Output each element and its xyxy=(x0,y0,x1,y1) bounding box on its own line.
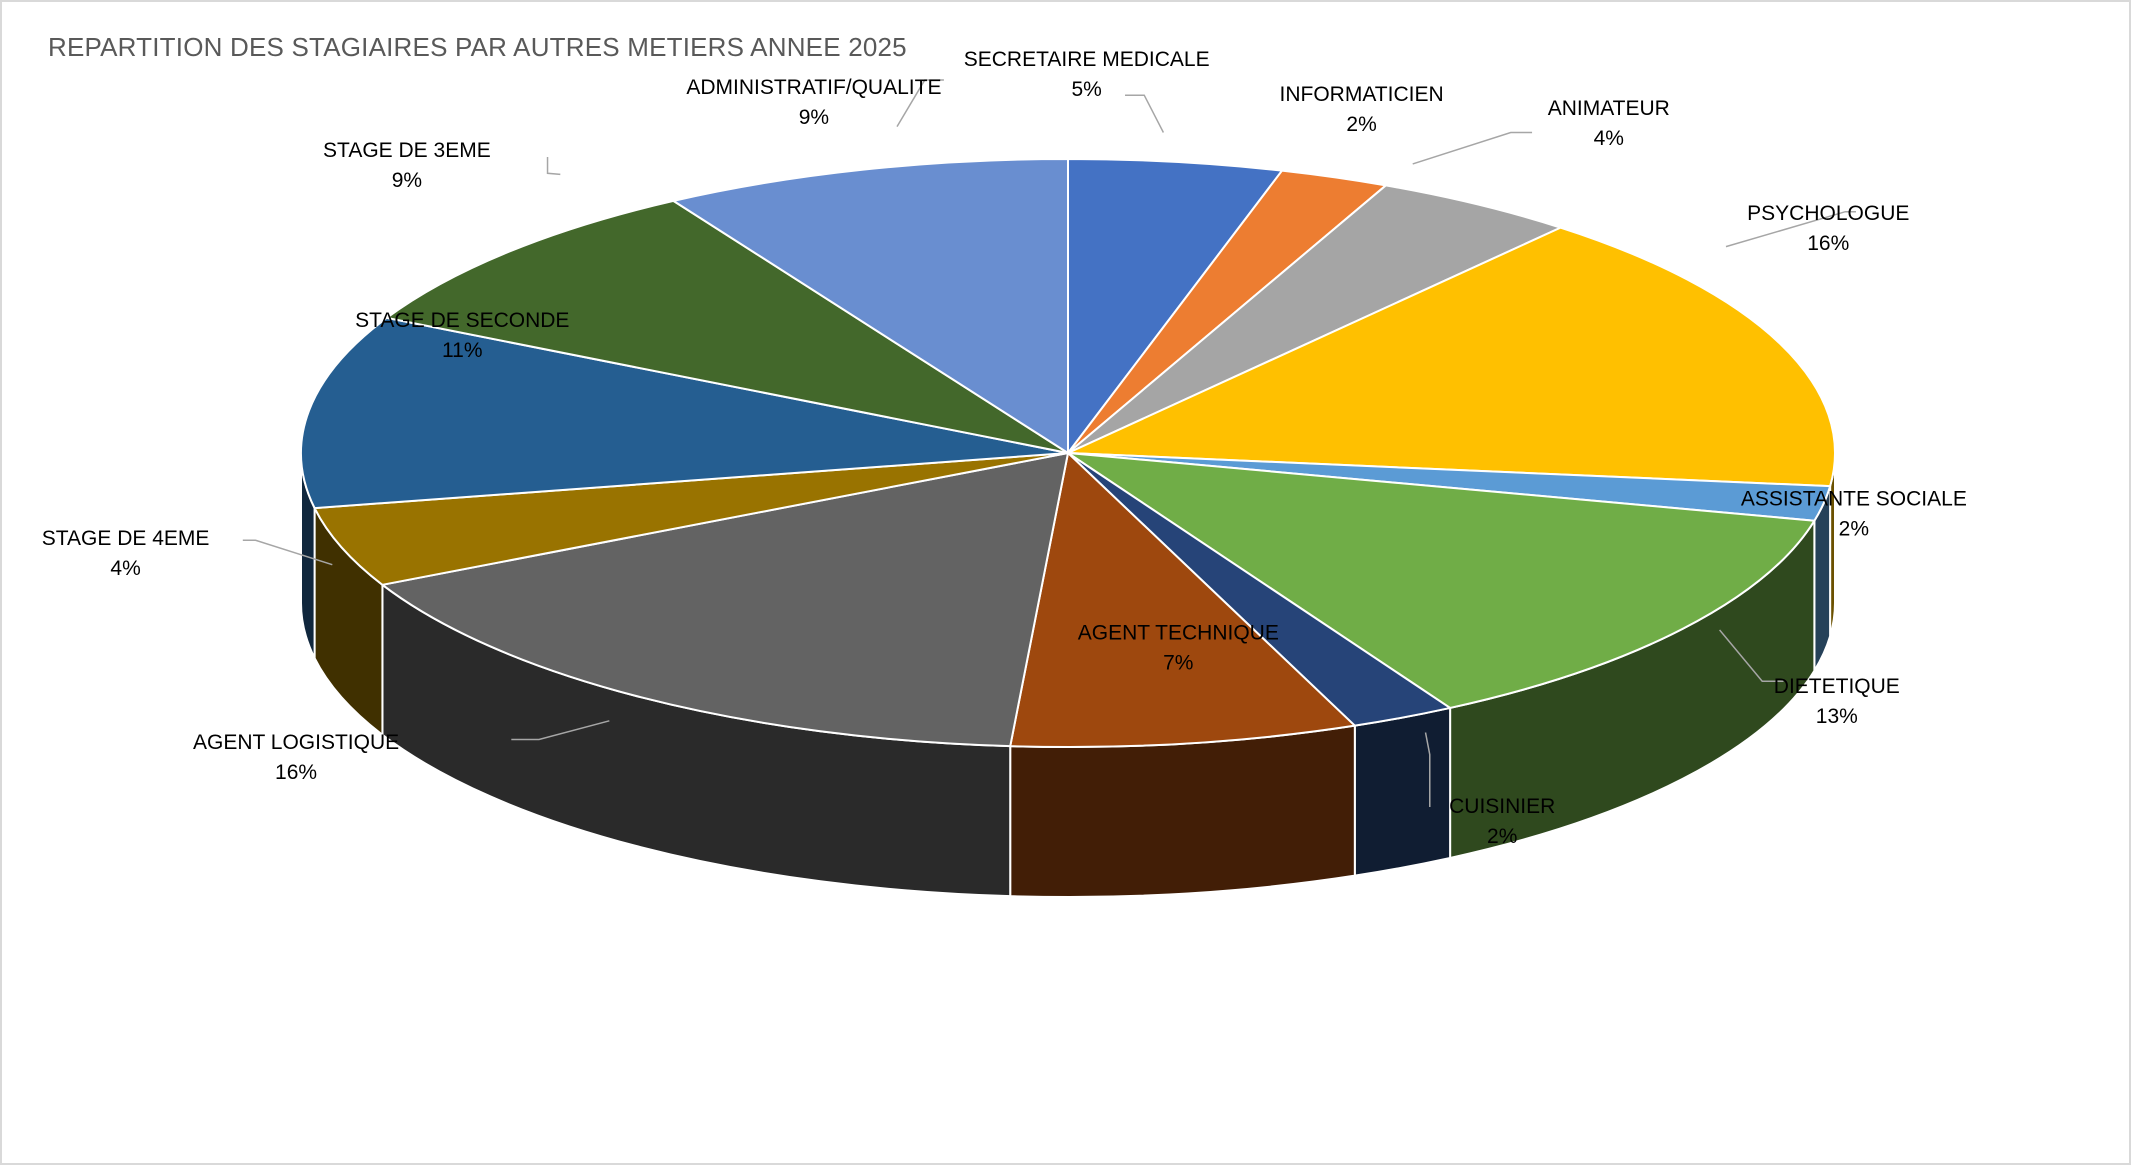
pie-slice-administratif-qualite xyxy=(672,158,1069,454)
pie-slice-animateur xyxy=(1067,184,1562,454)
data-labels: SECRETAIRE MEDICALE 5% INFORMATICIEN 2% ANIM… xyxy=(42,48,1967,848)
pie-slice-agent-logistique xyxy=(381,452,1069,748)
data-label-name-administratif-qualite: ADMINISTRATIF/QUALITE xyxy=(686,76,941,99)
data-label-name-agent-technique: AGENT TECHNIQUE xyxy=(1078,621,1279,644)
data-label-name-psychologue: PSYCHOLOGUE xyxy=(1747,202,1909,225)
chart-title: REPARTITION DES STAGIAIRES PAR AUTRES ME… xyxy=(48,32,907,62)
leader-line-secretaire-medicale xyxy=(1125,94,1165,133)
data-label-percent-animateur: 4% xyxy=(1594,127,1624,150)
pie-slice-stage-de-seconde xyxy=(300,316,1069,510)
data-label-percent-secretaire-medicale: 5% xyxy=(1071,78,1101,101)
pie-side-agent-technique xyxy=(1009,724,1356,898)
pie-slice-psychologue xyxy=(1067,226,1836,488)
leader-line-stage-de-3eme xyxy=(546,156,561,176)
data-label-percent-administratif-qualite: 9% xyxy=(799,106,829,129)
leader-line-cuisinier xyxy=(1424,732,1431,808)
pie-slice-dietetique xyxy=(1067,452,1816,709)
leader-lines xyxy=(242,79,1856,808)
data-label-percent-assistante-sociale: 2% xyxy=(1839,517,1869,540)
data-label-percent-stage-de-3eme: 9% xyxy=(392,169,422,192)
data-label-name-stage-de-4eme: STAGE DE 4EME xyxy=(42,527,210,550)
data-label-name-dietetique: DIETETIQUE xyxy=(1774,675,1900,698)
leader-line-animateur xyxy=(1412,131,1533,165)
pie-slice-agent-technique xyxy=(1009,452,1356,748)
data-label-name-animateur: ANIMATEUR xyxy=(1548,97,1670,120)
leader-line-agent-logistique xyxy=(511,720,610,741)
pie-side-cuisinier xyxy=(1353,706,1452,877)
data-label-percent-stage-de-seconde: 11% xyxy=(442,339,482,362)
data-label-name-assistante-sociale: ASSISTANTE SOCIALE xyxy=(1741,487,1967,510)
data-label-percent-agent-technique: 7% xyxy=(1163,651,1193,674)
data-label-name-informaticien: INFORMATICIEN xyxy=(1280,83,1444,106)
data-label-percent-stage-de-4eme: 4% xyxy=(110,557,140,580)
pie-slice-stage-de-4eme xyxy=(313,452,1069,586)
data-label-name-agent-logistique: AGENT LOGISTIQUE xyxy=(193,731,399,754)
data-label-percent-psychologue: 16% xyxy=(1807,232,1849,255)
data-label-name-secretaire-medicale: SECRETAIRE MEDICALE xyxy=(964,48,1210,71)
leader-line-stage-de-4eme xyxy=(242,539,333,566)
data-label-name-stage-de-seconde: STAGE DE SECONDE xyxy=(355,309,569,332)
data-label-percent-cuisinier: 2% xyxy=(1487,825,1517,848)
data-label-percent-informaticien: 2% xyxy=(1346,113,1376,136)
pie-top-faces xyxy=(300,158,1836,748)
leader-line-administratif-qualite xyxy=(896,79,944,128)
data-label-percent-agent-logistique: 16% xyxy=(275,761,317,784)
data-label-percent-dietetique: 13% xyxy=(1816,705,1858,728)
pie-slice-stage-de-3eme xyxy=(385,199,1069,454)
data-label-name-cuisinier: CUISINIER xyxy=(1449,795,1555,818)
leader-line-psychologue xyxy=(1725,210,1856,248)
data-label-name-stage-de-3eme: STAGE DE 3EME xyxy=(323,139,491,162)
pie-slice-secretaire-medicale xyxy=(1067,158,1283,454)
leader-line-dietetique xyxy=(1719,629,1784,682)
